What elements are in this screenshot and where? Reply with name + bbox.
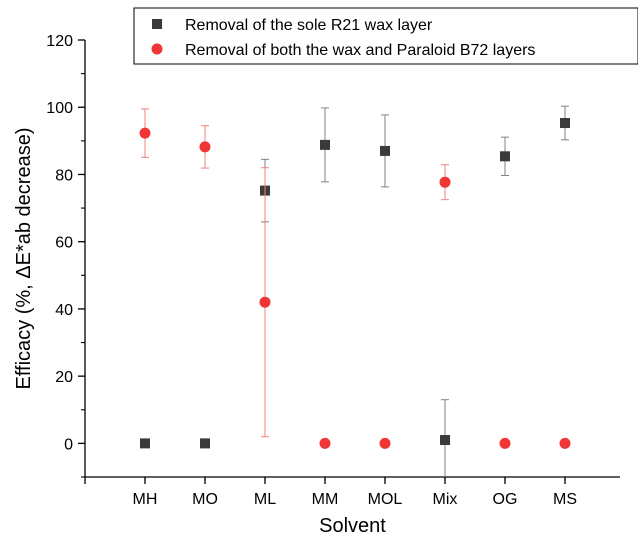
legend-label-wax-paraloid: Removal of both the wax and Paraloid B72… <box>185 42 535 59</box>
data-point-square <box>380 145 390 156</box>
x-tick-label: MO <box>192 491 218 508</box>
x-axis-ticks: MH MO ML MM MOL Mix OG MS <box>84 477 577 508</box>
data-point-circle <box>139 127 151 139</box>
x-tick-label: MH <box>133 491 158 508</box>
legend-box <box>133 7 638 65</box>
y-tick-label: 100 <box>46 100 73 117</box>
data-point-circle <box>379 437 391 449</box>
data-point-square <box>200 438 210 449</box>
data-point-square <box>500 151 510 162</box>
data-point-circle <box>559 437 571 449</box>
legend-marker-square <box>152 19 162 29</box>
data-point-circle <box>199 141 211 153</box>
legend-label-wax: Removal of the sole R21 wax layer <box>185 17 433 34</box>
y-tick-label: 80 <box>55 167 73 184</box>
data-point-square <box>440 435 450 446</box>
data-point-square <box>320 139 330 150</box>
data-point-circle <box>319 437 331 449</box>
y-tick-label: 120 <box>46 33 73 50</box>
y-tick-label: 0 <box>64 436 73 453</box>
y-tick-label: 60 <box>55 235 73 252</box>
x-tick-label: MOL <box>368 491 403 508</box>
x-tick-label: MS <box>553 491 577 508</box>
series-1 <box>139 108 571 449</box>
x-tick-label: MM <box>312 491 339 508</box>
y-tick-label: 40 <box>55 302 73 319</box>
data-point-square <box>140 438 150 449</box>
data-point-circle <box>259 296 271 308</box>
x-axis-title: Solvent <box>319 515 386 537</box>
data-point-circle <box>499 437 511 449</box>
x-tick-label: ML <box>254 491 276 508</box>
y-tick-label: 20 <box>55 369 73 386</box>
plot-frame <box>84 40 620 478</box>
series-layer <box>139 105 571 477</box>
y-axis-title: Efficacy (%, ΔE*ab decrease) <box>13 128 35 390</box>
x-tick-label: OG <box>493 491 518 508</box>
x-tick-label: Mix <box>433 491 458 508</box>
legend-marker-circle <box>151 43 163 55</box>
data-point-square <box>560 118 570 129</box>
data-point-circle <box>439 176 451 188</box>
legend: Removal of the sole R21 wax layer Remova… <box>133 7 638 65</box>
y-axis-ticks: 0 20 40 60 80 100 120 <box>46 33 85 478</box>
